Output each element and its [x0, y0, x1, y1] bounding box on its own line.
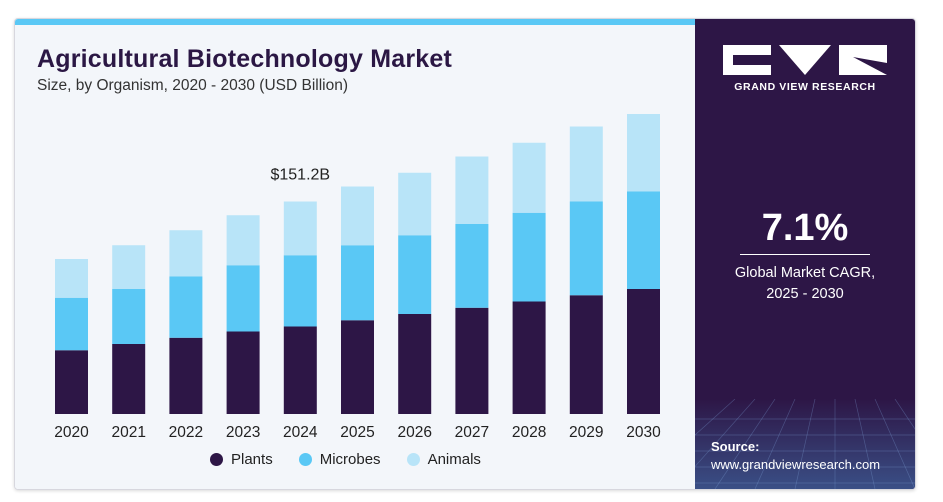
bar-plants-2022 — [169, 337, 203, 414]
bar-microbes-2029 — [569, 201, 603, 296]
grand-view-research-logo-icon — [723, 45, 887, 75]
cagr-divider — [740, 254, 870, 255]
source-url[interactable]: www.grandviewresearch.com — [711, 457, 881, 472]
x-tick-label-2020: 2020 — [54, 424, 89, 441]
legend-item-plants: Plants — [210, 451, 273, 468]
bar-plants-2020 — [55, 350, 88, 414]
chart-subtitle: Size, by Organism, 2020 - 2030 (USD Bill… — [37, 77, 348, 94]
x-tick-label-2025: 2025 — [340, 424, 374, 441]
bar-microbes-2020 — [55, 297, 88, 351]
bar-microbes-2030 — [627, 191, 660, 289]
x-tick-label-2026: 2026 — [397, 424, 431, 441]
x-tick-label-2024: 2024 — [283, 424, 318, 441]
bar-microbes-2023 — [226, 265, 260, 332]
bar-animals-2023 — [226, 215, 260, 266]
cagr-label-line2: 2025 - 2030 — [766, 286, 844, 302]
bar-microbes-2026 — [398, 235, 432, 314]
bar-microbes-2024 — [283, 255, 317, 327]
bar-plants-2023 — [226, 331, 260, 414]
bar-plants-2028 — [512, 301, 546, 414]
legend-swatch-animals — [406, 453, 420, 466]
cagr-label-line1: Global Market CAGR, — [734, 265, 876, 281]
bar-plants-2026 — [398, 314, 432, 414]
bar-plants-2021 — [112, 344, 146, 414]
legend-swatch-plants — [210, 453, 223, 466]
x-tick-label-2023: 2023 — [226, 424, 260, 441]
bar-animals-2026 — [398, 172, 432, 236]
legend-label-animals: Animals — [427, 451, 481, 468]
x-tick-label-2028: 2028 — [512, 424, 546, 441]
market-report-card: Agricultural Biotechnology Market Size, … — [14, 18, 916, 490]
chart-legend: Plants Microbes Animals — [210, 451, 481, 468]
legend-item-animals: Animals — [406, 451, 481, 468]
side-panel: GRAND VIEW RESEARCH 7.1% Global Market C… — [695, 19, 915, 489]
legend-label-microbes: Microbes — [319, 451, 381, 468]
bar-plants-2030 — [627, 289, 660, 414]
bar-microbes-2022 — [169, 276, 203, 338]
bar-animals-2025 — [341, 186, 374, 246]
cagr-label: Global Market CAGR, 2025 - 2030 — [695, 263, 915, 305]
stacked-bar-chart: 2020 2021 2022 2023 2024 $151.2B 2025 2026 2027 2… — [54, 114, 661, 441]
bar-animals-2020 — [55, 259, 88, 298]
x-tick-label-2022: 2022 — [169, 424, 203, 441]
source-label: Source: — [711, 439, 760, 454]
bar-animals-2029 — [569, 126, 603, 202]
bar-animals-2030 — [627, 114, 660, 192]
x-tick-label-2021: 2021 — [111, 424, 145, 441]
legend-label-plants: Plants — [231, 451, 273, 468]
decorative-grid-pattern — [695, 399, 915, 489]
bar-plants-2024 — [283, 326, 317, 414]
accent-strip — [15, 19, 695, 25]
bar-plants-2029 — [569, 295, 603, 414]
brand-name: GRAND VIEW RESEARCH — [734, 81, 876, 93]
bar-animals-2024 — [283, 201, 317, 256]
x-tick-label-2030: 2030 — [626, 424, 661, 441]
bar-animals-2027 — [455, 156, 489, 224]
bar-animals-2028 — [512, 142, 546, 213]
x-tick-label-2027: 2027 — [455, 424, 489, 441]
bar-animals-2022 — [169, 230, 203, 277]
bar-microbes-2028 — [512, 212, 546, 302]
bar-plants-2025 — [341, 320, 374, 414]
cagr-value: 7.1% — [761, 207, 849, 249]
bar-animals-2021 — [112, 245, 146, 289]
chart-panel: Agricultural Biotechnology Market Size, … — [15, 19, 695, 489]
x-tick-label-2029: 2029 — [569, 424, 603, 441]
chart-title: Agricultural Biotechnology Market — [37, 45, 452, 73]
bar-microbes-2025 — [341, 245, 374, 321]
legend-item-microbes: Microbes — [298, 451, 381, 468]
legend-swatch-microbes — [298, 453, 312, 466]
bar-microbes-2021 — [112, 289, 146, 344]
annotation-label-2024: $151.2B — [270, 167, 330, 184]
bar-microbes-2027 — [455, 224, 489, 308]
bar-plants-2027 — [455, 307, 489, 414]
